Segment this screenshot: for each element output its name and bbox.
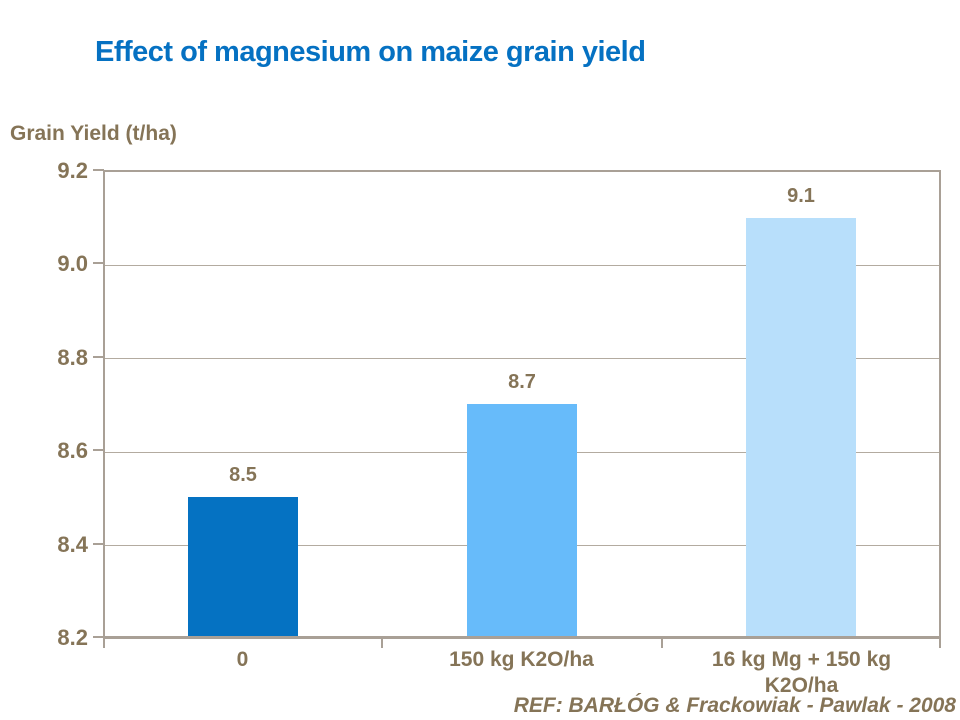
x-tick-mark xyxy=(661,639,663,648)
bar-value-label: 8.5 xyxy=(229,464,257,486)
reference-text: REF: BARŁÓG & Frackowiak - Pawlak - 2008 xyxy=(513,694,956,717)
y-tick-mark xyxy=(93,355,104,358)
y-tick-label: 8.2 xyxy=(57,625,88,650)
chart-title: Effect of magnesium on maize grain yield xyxy=(95,36,646,68)
x-tick-label: 150 kg K2O/ha xyxy=(449,648,594,671)
bar xyxy=(188,497,298,636)
y-tick-mark xyxy=(93,169,104,171)
y-axis-title: Grain Yield (t/ha) xyxy=(10,122,177,145)
y-tick-label: 8.4 xyxy=(57,531,88,557)
bar xyxy=(746,218,856,636)
x-tick-mark xyxy=(381,639,383,648)
gridline xyxy=(105,265,939,267)
gridline xyxy=(105,358,939,360)
x-tick-label: 16 kg Mg + 150 kg K2O/ha xyxy=(711,648,892,697)
y-tick-label: 8.8 xyxy=(57,344,88,370)
plot-area: 8.5 8.7 9.1 xyxy=(103,170,941,639)
y-tick-mark xyxy=(93,636,104,638)
y-tick-label: 8.6 xyxy=(57,438,88,464)
y-tick-label: 9.0 xyxy=(57,251,88,277)
bar-value-label: 8.7 xyxy=(508,371,536,393)
bar-value-label: 9.1 xyxy=(787,185,815,207)
y-tick-mark xyxy=(93,262,104,265)
y-tick-mark xyxy=(93,542,104,545)
bar xyxy=(467,404,577,636)
x-tick-mark xyxy=(103,639,105,648)
x-tick-label: 0 xyxy=(236,648,249,671)
x-tick-mark xyxy=(939,639,941,648)
y-tick-mark xyxy=(93,449,104,452)
y-tick-label: 9.2 xyxy=(57,158,88,183)
